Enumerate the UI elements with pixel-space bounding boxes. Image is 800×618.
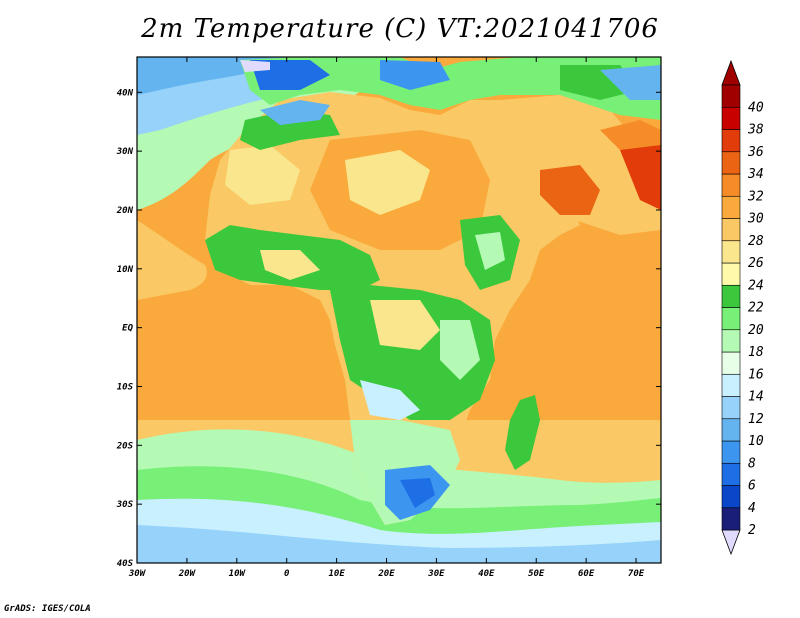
east-highland-18 bbox=[440, 320, 480, 380]
colorbar-label: 32 bbox=[747, 189, 764, 204]
colorbar-swatch bbox=[721, 262, 741, 286]
colorbar-label: 12 bbox=[748, 412, 764, 427]
colorbar-label: 34 bbox=[747, 167, 764, 182]
lat-tick-label: 30S bbox=[116, 500, 134, 510]
colorbar-swatch bbox=[721, 195, 741, 219]
persian-36 bbox=[620, 140, 661, 210]
colorbar-label: 10 bbox=[748, 434, 764, 449]
sahara-26 bbox=[345, 150, 430, 215]
colorbar-label: 40 bbox=[748, 100, 764, 115]
lon-tick-label: 40E bbox=[478, 569, 495, 579]
colorbar-label: 38 bbox=[747, 123, 764, 138]
colorbar-label: 30 bbox=[747, 212, 764, 227]
colorbar-swatch bbox=[721, 284, 741, 308]
colorbar-swatch bbox=[721, 351, 741, 375]
colorbar-label: 36 bbox=[747, 145, 764, 160]
lat-tick-label: 40N bbox=[117, 88, 134, 98]
colorbar-swatch bbox=[721, 173, 741, 197]
west-sahara-26 bbox=[225, 145, 300, 205]
colorbar-label: 26 bbox=[748, 256, 764, 271]
colorbar-label: 2 bbox=[748, 523, 756, 538]
colorbar-label: 18 bbox=[748, 345, 764, 360]
congo-basin-26 bbox=[370, 300, 440, 350]
colorbar-swatch bbox=[721, 329, 741, 353]
lesotho-6 bbox=[400, 478, 435, 508]
italy-8 bbox=[380, 60, 450, 90]
colorbar-label: 20 bbox=[748, 323, 764, 338]
colorbar-swatch bbox=[721, 485, 741, 509]
lon-tick-label: 70E bbox=[628, 569, 645, 579]
arabia-34 bbox=[540, 165, 600, 215]
colorbar-swatch bbox=[721, 307, 741, 331]
lon-tick-label: 10E bbox=[328, 569, 345, 579]
colorbar-label: 16 bbox=[748, 367, 764, 382]
map-title: 2m Temperature (C) VT:2021041706 bbox=[141, 14, 659, 44]
lat-tick-label: 30N bbox=[116, 147, 134, 157]
north-land-22 bbox=[240, 57, 661, 120]
colorbar-swatch bbox=[721, 462, 741, 486]
colorbar-swatch bbox=[721, 240, 741, 264]
colorbar-swatch bbox=[721, 129, 741, 153]
iran-32 bbox=[600, 120, 661, 150]
colorbar-under-triangle bbox=[721, 529, 741, 556]
colorbar-label: 14 bbox=[748, 390, 764, 405]
colorbar-label: 4 bbox=[748, 501, 756, 516]
caucasus-10 bbox=[600, 65, 661, 100]
colorbar-label: 24 bbox=[748, 278, 764, 293]
colorbar-swatch bbox=[721, 507, 741, 531]
colorbar-swatch bbox=[721, 106, 741, 130]
lat-tick-label: 20S bbox=[116, 441, 134, 451]
lat-tick-label: 10S bbox=[117, 382, 134, 392]
colorbar-swatch bbox=[721, 418, 741, 442]
lat-tick-label: EQ bbox=[122, 324, 133, 334]
angola-16 bbox=[360, 380, 420, 420]
madagascar-22 bbox=[505, 395, 540, 470]
grads-credit: GrADS: IGES/COLA bbox=[4, 604, 91, 614]
ocean-band-12 bbox=[137, 525, 661, 563]
colorbar-swatch bbox=[721, 396, 741, 420]
lon-tick-label: 50E bbox=[528, 569, 545, 579]
lon-tick-label: 30W bbox=[128, 569, 147, 579]
lon-tick-label: 60E bbox=[578, 569, 595, 579]
colorbar-swatch bbox=[721, 151, 741, 175]
lon-tick-label: 20W bbox=[178, 569, 197, 579]
colorbar-swatch bbox=[721, 84, 741, 108]
colorbar-label: 22 bbox=[748, 301, 764, 316]
plot-frame bbox=[136, 56, 662, 564]
lon-tick-label: 20E bbox=[377, 569, 395, 579]
lon-axis: 30W 20W 10W 0 10E 20E 30E 40E 50E 60E 70E bbox=[128, 57, 645, 579]
colorbar-label: 28 bbox=[748, 234, 764, 249]
lon-tick-label: 30E bbox=[427, 569, 445, 579]
lon-tick-label: 10W bbox=[229, 569, 247, 579]
colorbar-over-triangle bbox=[721, 59, 741, 86]
sahel-26 bbox=[260, 250, 320, 280]
colorbar-label: 8 bbox=[748, 456, 756, 471]
lat-tick-label: 10N bbox=[117, 265, 134, 275]
ethiopia-18 bbox=[475, 232, 505, 270]
colorbar-swatch bbox=[721, 373, 741, 397]
lon-tick-label: 0 bbox=[284, 569, 290, 579]
colorbar-swatch bbox=[721, 440, 741, 464]
alps-2 bbox=[240, 60, 270, 72]
lat-tick-label: 40S bbox=[117, 559, 134, 569]
colorbar-swatch bbox=[721, 218, 741, 242]
lat-tick-label: 20N bbox=[116, 206, 134, 216]
map-field bbox=[137, 57, 661, 563]
ocean-tropical-28 bbox=[137, 220, 207, 300]
colorbar-label: 6 bbox=[748, 479, 756, 494]
lat-axis: 40N 30N 20N 10N EQ 10S 20S 30S 40S bbox=[116, 88, 661, 569]
atlas-10 bbox=[260, 100, 330, 125]
